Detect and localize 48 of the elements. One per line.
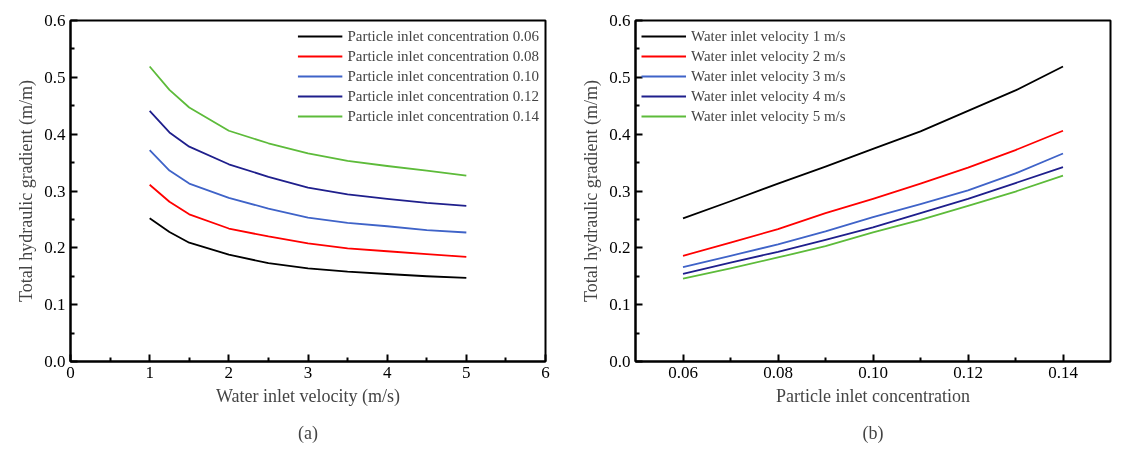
y-tick-label: 0.4 — [609, 124, 631, 144]
legend-label: Water inlet velocity 1 m/s — [691, 27, 846, 45]
text: (b) — [862, 423, 884, 444]
x-axis-title: Water inlet velocity (m/s) — [216, 385, 400, 407]
line-series — [682, 152, 1064, 269]
line-series — [682, 129, 1064, 257]
y-axis-title: Total hydraulic gradient (m/m) — [16, 79, 38, 303]
legend-label: Particle inlet concentration 0.10 — [347, 67, 539, 85]
y-tick-label: 0.6 — [609, 11, 631, 30]
y-tick-label: 0.4 — [44, 124, 66, 144]
x-tick-label: 5 — [462, 362, 471, 382]
y-tick-label: 0.1 — [44, 295, 66, 315]
x-tick-label: 0.06 — [668, 362, 698, 382]
x-tick-label: 1 — [145, 362, 154, 382]
legend-label: Particle inlet concentration 0.08 — [347, 47, 539, 65]
line-series — [148, 183, 468, 258]
legend-label: Particle inlet concentration 0.06 — [347, 27, 539, 45]
x-tick-label: 0.10 — [858, 362, 888, 382]
line-series — [148, 217, 468, 279]
x-tick-label: 4 — [382, 362, 392, 382]
x-tick-label: 6 — [541, 362, 550, 382]
text: (a) — [298, 423, 318, 444]
legend-label: Water inlet velocity 4 m/s — [691, 87, 846, 105]
line-series — [682, 65, 1064, 220]
x-tick-label: 0.08 — [763, 362, 793, 382]
x-axis-title: Particle inlet concentration — [776, 385, 970, 406]
y-tick-label: 0.2 — [609, 238, 631, 258]
y-tick-label: 0.6 — [44, 11, 66, 30]
legend-label: Particle inlet concentration 0.14 — [347, 107, 539, 125]
legend-label: Particle inlet concentration 0.12 — [347, 87, 539, 105]
line-series — [148, 149, 468, 234]
y-tick-label: 0.5 — [609, 67, 631, 87]
y-tick-label: 0.3 — [44, 181, 66, 201]
y-tick-label: 0.5 — [44, 67, 66, 87]
x-tick-label: 2 — [224, 362, 234, 382]
y-tick-label: 0.0 — [609, 352, 631, 371]
y-tick-label: 0.2 — [44, 238, 66, 258]
legend-label: Water inlet velocity 3 m/s — [691, 67, 846, 85]
y-tick-label: 0.0 — [44, 352, 66, 371]
legend-label: Water inlet velocity 5 m/s — [691, 107, 846, 125]
x-tick-label: 3 — [303, 362, 313, 382]
legend-label: Water inlet velocity 2 m/s — [691, 47, 846, 65]
x-tick-label: 0.14 — [1048, 362, 1079, 382]
y-axis-title: Total hydraulic gradient (m/m) — [581, 79, 603, 303]
x-tick-label: 0 — [66, 362, 75, 382]
x-tick-label: 0.12 — [953, 362, 983, 382]
y-tick-label: 0.1 — [609, 295, 631, 315]
y-tick-label: 0.3 — [609, 181, 631, 201]
